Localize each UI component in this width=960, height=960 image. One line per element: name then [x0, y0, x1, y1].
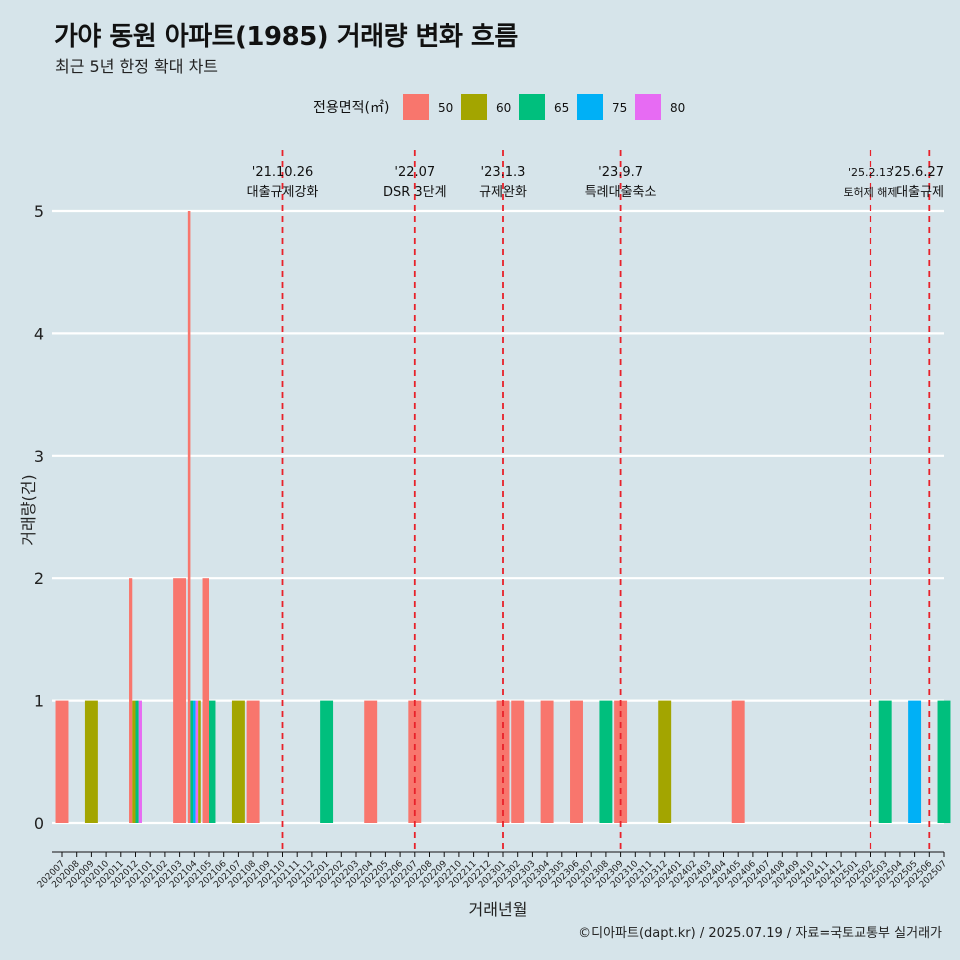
bar-202503-65: [878, 700, 892, 823]
legend-swatch-65: [519, 94, 545, 120]
y-tick-label: 3: [34, 447, 44, 466]
event-date: '23.9.7: [598, 165, 643, 180]
event-date: '22.07: [394, 165, 435, 180]
bar-202105-65: [209, 700, 216, 823]
chart-subtitle: 최근 5년 한정 확대 차트: [55, 57, 219, 76]
event-lines: '21.10.26 대출규제강화 '22.07 DSR 3단계 '23.1.3 규제완화 '…: [247, 150, 944, 852]
bar-202012-50: [129, 578, 133, 823]
bar-202012-80: [138, 700, 142, 823]
bar-202104-65: [190, 700, 194, 823]
chart-title: 가야 동원 아파트(1985) 거래량 변화 흐름: [54, 22, 518, 52]
bar-202505-75: [908, 700, 922, 823]
bar-202107-60: [231, 700, 245, 823]
event-label: 대출규제강화: [247, 185, 319, 200]
event-label: 규제완화: [479, 185, 527, 200]
event-label: 특례대출축소: [585, 185, 657, 200]
bar-202507-65: [937, 700, 951, 823]
axes: 0123452020072020082020092020102020112020…: [19, 202, 949, 919]
x-axis-title: 거래년월: [469, 900, 528, 919]
legend-swatch-50: [403, 94, 429, 120]
y-axis-title: 거래량(건): [19, 474, 38, 545]
source-caption: ©디아파트(dapt.kr) / 2025.07.19 / 자료=국토교통부 실…: [578, 926, 942, 941]
legend-swatch-75: [577, 94, 603, 120]
bar-202104-60: [198, 700, 201, 823]
event-date: '21.10.26: [252, 165, 313, 180]
bar-202103-50: [173, 578, 187, 823]
legend-label-60: 60: [496, 101, 511, 115]
y-tick-label: 2: [34, 569, 44, 588]
legend-label-65: 65: [554, 101, 569, 115]
bar-202309-50: [614, 700, 628, 823]
event-date: '23.1.3: [481, 165, 526, 180]
bar-202405-50: [731, 700, 745, 823]
bar-202304-50: [540, 700, 554, 823]
bar-202012-60: [132, 700, 136, 823]
legend-label-80: 80: [670, 101, 685, 115]
legend-swatch-60: [461, 94, 487, 120]
bar-202104-75: [193, 700, 196, 823]
bar-202207-50: [408, 700, 422, 823]
bar-202302-50: [511, 700, 525, 823]
y-tick-label: 1: [34, 692, 44, 711]
bar-202007-50: [55, 700, 69, 823]
legend: 전용면적(㎡) 50 60 65 75 80: [313, 94, 685, 120]
bars: [55, 211, 951, 823]
bar-202105-50: [202, 578, 209, 823]
bar-202108-50: [246, 700, 260, 823]
bar-202012-65: [135, 700, 139, 823]
event-date: '25.6.27: [891, 165, 944, 180]
event-date: '25.2.13: [848, 166, 893, 179]
legend-title: 전용면적(㎡): [313, 100, 389, 116]
bar-202204-50: [364, 700, 378, 823]
event-label: 토허제 해제: [843, 185, 897, 199]
event-label: DSR 3단계: [383, 185, 447, 200]
bar-202201-65: [320, 700, 334, 823]
legend-label-75: 75: [612, 101, 627, 115]
event-label: 대출규제: [896, 185, 944, 200]
bar-202312-60: [658, 700, 672, 823]
legend-swatch-80: [635, 94, 661, 120]
bar-202306-50: [570, 700, 583, 823]
y-tick-label: 4: [34, 324, 44, 343]
bar-202009-60: [84, 700, 98, 823]
y-tick-label: 0: [34, 814, 44, 833]
bar-202104-80: [195, 700, 199, 823]
y-tick-label: 5: [34, 202, 44, 221]
bar-202104-50: [187, 211, 191, 823]
legend-label-50: 50: [438, 101, 453, 115]
bar-202308-65: [599, 700, 613, 823]
bar-202301-50: [496, 700, 510, 823]
